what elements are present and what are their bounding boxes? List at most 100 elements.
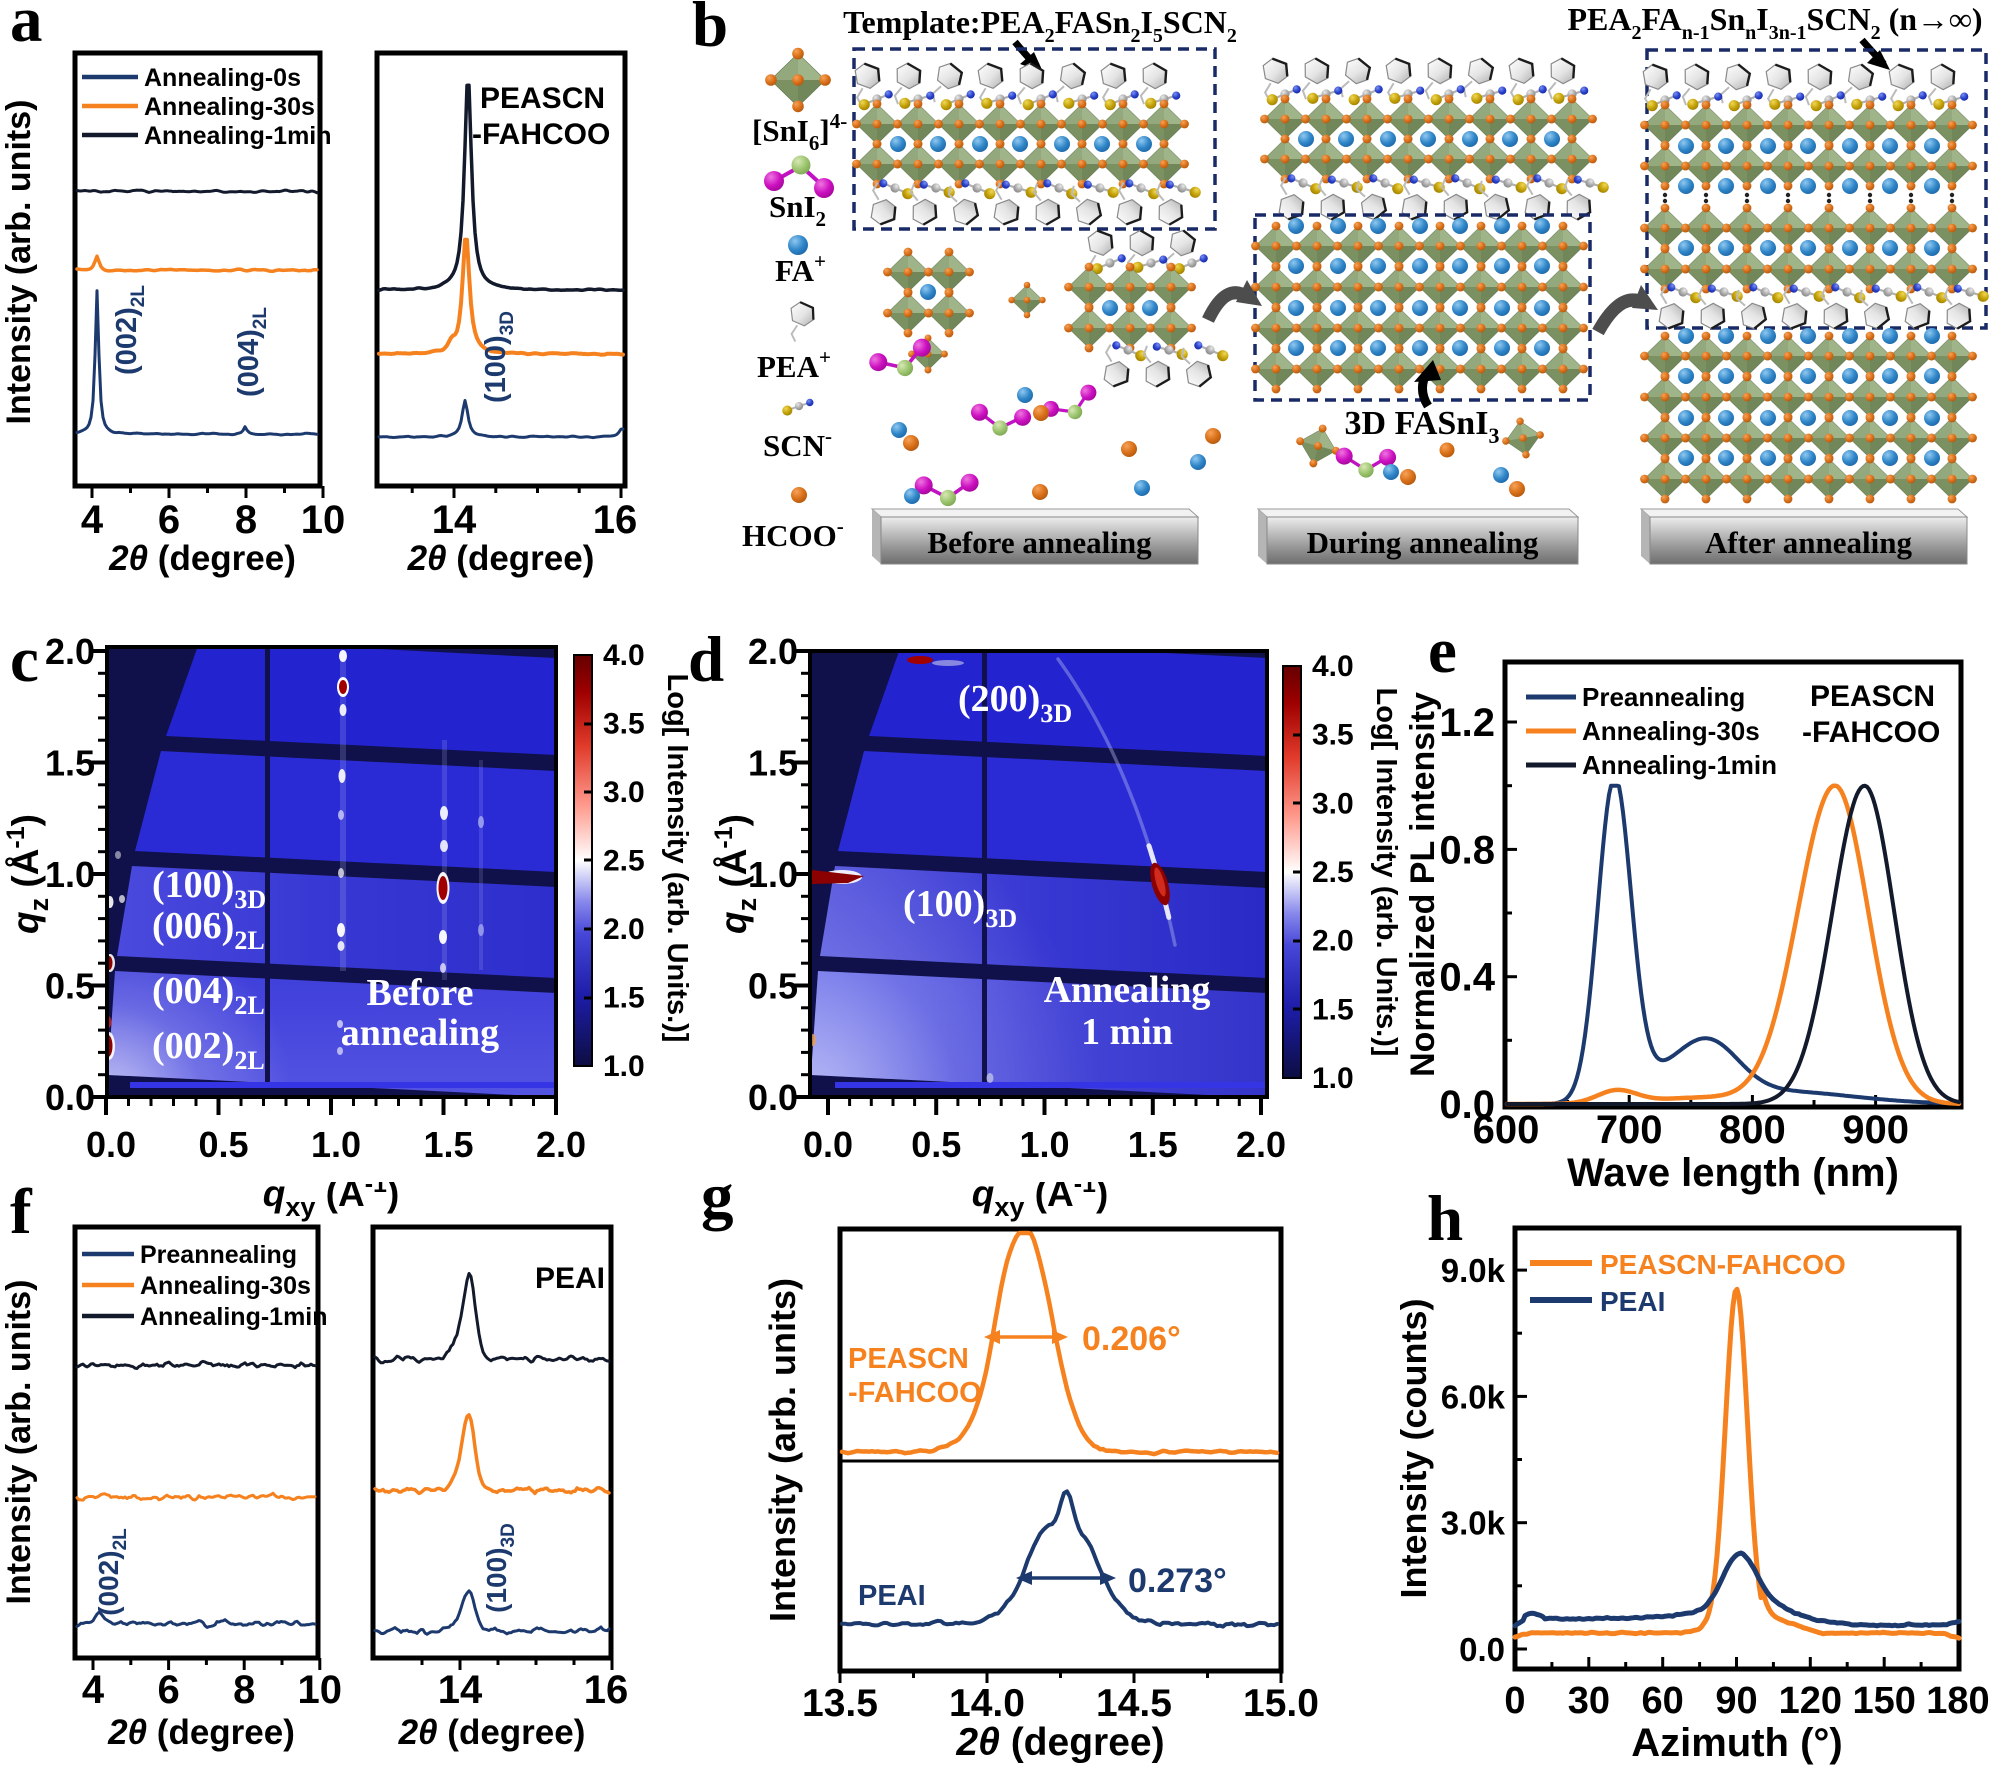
svg-text:Template:PEA2​FASn2​I5​SCN2​: Template:PEA2​FASn2​I5​SCN2​ <box>843 4 1237 47</box>
svg-text:PEAI: PEAI <box>1600 1286 1665 1317</box>
svg-text:2.5: 2.5 <box>603 845 645 878</box>
svg-text:1 min: 1 min <box>1081 1011 1173 1053</box>
svg-text:8: 8 <box>235 498 257 542</box>
svg-text:Annealing-30s: Annealing-30s <box>1582 716 1760 746</box>
svg-text:annealing: annealing <box>341 1012 499 1054</box>
svg-text:0.0: 0.0 <box>1459 1631 1505 1668</box>
svg-text:16: 16 <box>593 498 638 542</box>
svg-text:600: 600 <box>1473 1108 1540 1152</box>
svg-text:6: 6 <box>157 1668 179 1712</box>
svg-text:(100)3D​: (100)3D​ <box>480 311 518 403</box>
svg-text:90: 90 <box>1715 1680 1757 1722</box>
svg-text:PEA2​FAn-1SnnI3n-1SCN2 (n→∞): PEA2​FAn-1SnnI3n-1SCN2 (n→∞) <box>1568 1 1983 44</box>
svg-text:a: a <box>10 0 43 56</box>
svg-text:After annealing: After annealing <box>1705 525 1912 560</box>
svg-text:Log[ Intensity (arb. Units.)]: Log[ Intensity (arb. Units.)] <box>661 674 693 1043</box>
svg-text:2.0: 2.0 <box>536 1124 586 1165</box>
svg-text:qxy (Å-1): qxy (Å-1) <box>263 1182 400 1222</box>
svg-text:150: 150 <box>1852 1680 1915 1722</box>
svg-text:0.5: 0.5 <box>198 1124 248 1165</box>
svg-text:14: 14 <box>432 498 477 542</box>
svg-text:2θ (degree): 2θ (degree) <box>398 1713 586 1752</box>
svg-text:1.5: 1.5 <box>45 743 95 784</box>
svg-text:PEASCN: PEASCN <box>1810 680 1935 713</box>
svg-text:2θ (degree): 2θ (degree) <box>407 539 595 578</box>
svg-text:1.0: 1.0 <box>603 1050 645 1083</box>
svg-text:Annealing-1min: Annealing-1min <box>140 1303 328 1331</box>
svg-text:Normalized PL intensity: Normalized PL intensity <box>1404 692 1442 1077</box>
svg-text:SCN-: SCN- <box>763 424 832 463</box>
svg-text:PEASCN: PEASCN <box>480 82 605 115</box>
svg-text:(100)3D​: (100)3D​ <box>481 1523 519 1613</box>
svg-text:10: 10 <box>298 1668 343 1712</box>
svg-text:8: 8 <box>233 1668 255 1712</box>
svg-text:(004)2L​: (004)2L​ <box>233 307 271 397</box>
svg-text:800: 800 <box>1719 1108 1786 1152</box>
svg-text:4: 4 <box>82 1668 105 1712</box>
svg-text:c: c <box>10 624 39 696</box>
svg-text:f: f <box>10 1180 33 1248</box>
svg-text:0.5: 0.5 <box>45 966 95 1007</box>
svg-text:Before annealing: Before annealing <box>927 525 1152 560</box>
svg-text:Azimuth (°): Azimuth (°) <box>1631 1721 1843 1765</box>
svg-text:1.5: 1.5 <box>1128 1124 1178 1165</box>
svg-text:b: b <box>692 0 728 61</box>
svg-text:2θ (degree): 2θ (degree) <box>955 1721 1164 1764</box>
svg-text:0.5: 0.5 <box>748 966 798 1007</box>
svg-text:4.0: 4.0 <box>1312 650 1354 683</box>
svg-text:0: 0 <box>1504 1680 1525 1722</box>
svg-text:Annealing-1min: Annealing-1min <box>1582 750 1777 780</box>
svg-text:(002)2L​: (002)2L​ <box>111 285 149 375</box>
svg-text:Annealing-30s: Annealing-30s <box>140 1272 311 1300</box>
svg-text:1.5: 1.5 <box>603 982 645 1015</box>
svg-text:30: 30 <box>1568 1680 1610 1722</box>
svg-text:10: 10 <box>301 498 346 542</box>
svg-text:Wave length (nm): Wave length (nm) <box>1567 1151 1899 1195</box>
svg-text:0.0: 0.0 <box>748 1077 798 1118</box>
svg-text:Intensity (counts): Intensity (counts) <box>1400 1298 1434 1598</box>
svg-text:PEAI: PEAI <box>858 1580 926 1612</box>
svg-text:Annealing-30s: Annealing-30s <box>144 93 315 121</box>
svg-text:15.0: 15.0 <box>1243 1682 1319 1725</box>
svg-text:120: 120 <box>1779 1680 1842 1722</box>
svg-text:700: 700 <box>1596 1108 1663 1152</box>
svg-text:h: h <box>1427 1183 1463 1255</box>
svg-text:14.5: 14.5 <box>1096 1682 1172 1725</box>
svg-text:14.0: 14.0 <box>949 1682 1025 1725</box>
svg-text:(002)2L​: (002)2L​ <box>93 1528 131 1616</box>
svg-text:0.0: 0.0 <box>86 1124 136 1165</box>
svg-text:Intensity (arb. units): Intensity (arb. units) <box>0 1280 38 1605</box>
svg-text:16: 16 <box>584 1668 629 1712</box>
svg-text:qz (Å-1): qz (Å-1) <box>710 814 762 934</box>
svg-text:-FAHCOO: -FAHCOO <box>472 118 610 151</box>
svg-text:-FAHCOO: -FAHCOO <box>848 1377 982 1409</box>
svg-text:HCOO-: HCOO- <box>742 514 844 553</box>
svg-text:1.0: 1.0 <box>1312 1062 1354 1095</box>
svg-text:1.0: 1.0 <box>748 854 798 895</box>
svg-text:900: 900 <box>1842 1108 1909 1152</box>
svg-text:Annealing: Annealing <box>1044 969 1211 1011</box>
svg-text:Log[ Intensity (arb. Units.)]: Log[ Intensity (arb. Units.)] <box>1370 688 1402 1057</box>
svg-text:e: e <box>1428 620 1457 687</box>
svg-text:PEASCN: PEASCN <box>848 1343 969 1375</box>
svg-text:2θ (degree): 2θ (degree) <box>107 1713 295 1752</box>
svg-text:0.273°: 0.273° <box>1128 1562 1227 1600</box>
svg-text:3.0: 3.0 <box>1312 787 1354 820</box>
svg-text:0.0: 0.0 <box>803 1124 853 1165</box>
svg-text:2.0: 2.0 <box>45 631 95 672</box>
svg-text:Intensity (arb. units): Intensity (arb. units) <box>0 100 38 425</box>
svg-text:PEAI: PEAI <box>535 1262 605 1295</box>
svg-text:6: 6 <box>158 498 180 542</box>
svg-text:1.5: 1.5 <box>1312 993 1354 1026</box>
svg-text:Preannealing: Preannealing <box>1582 682 1745 712</box>
svg-text:PEA+: PEA+ <box>757 345 831 384</box>
svg-text:[SnI6​]4-: [SnI6​]4- <box>752 109 847 155</box>
svg-text:0.4: 0.4 <box>1439 956 1495 1000</box>
svg-text:0.0: 0.0 <box>45 1077 95 1118</box>
svg-text:0.5: 0.5 <box>911 1124 961 1165</box>
svg-text:0.0: 0.0 <box>1439 1083 1495 1127</box>
svg-text:Before: Before <box>367 972 474 1014</box>
svg-text:60: 60 <box>1642 1680 1684 1722</box>
svg-text:3.0: 3.0 <box>603 776 645 809</box>
svg-text:During annealing: During annealing <box>1307 525 1539 560</box>
